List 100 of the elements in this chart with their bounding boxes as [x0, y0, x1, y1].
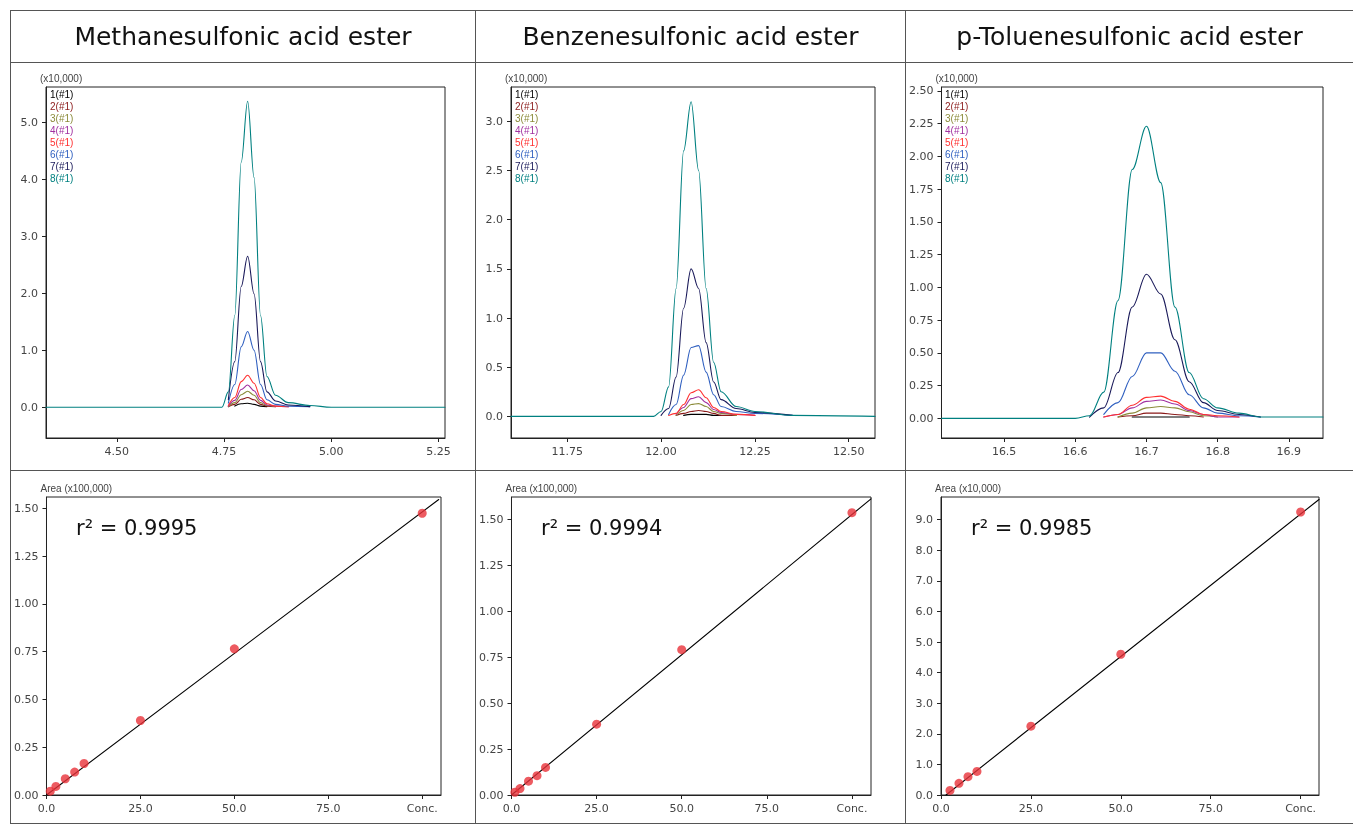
text: 5(#1) — [945, 136, 969, 148]
y-axis-title: Area (x100,000) — [505, 482, 578, 494]
y-tick-label: 2.25 — [908, 117, 934, 131]
chart-title: p-Toluenesulfonic acid ester — [906, 11, 1353, 63]
point — [677, 645, 687, 655]
y-tick-label: 3.0 — [20, 229, 38, 243]
text: 7(#1) — [515, 160, 539, 172]
text: 3(#1) — [945, 112, 969, 124]
annotation: r² = 0.9995 — [76, 515, 198, 540]
point — [592, 719, 602, 729]
line-series — [45, 100, 446, 408]
y-tick-label: 1.25 — [908, 248, 934, 262]
x-tick-label: 16.5 — [991, 445, 1017, 458]
text: 6(#1) — [945, 148, 969, 160]
text: 6(#1) — [515, 148, 539, 160]
y-tick-label: 2.0 — [915, 727, 933, 741]
text: 8(#1) — [50, 172, 74, 184]
y-tick-label: 1.25 — [478, 558, 504, 572]
y-tick-label: 0.50 — [908, 346, 934, 360]
y-tick-label: 2.0 — [485, 213, 503, 227]
x-tick-label: 4.75 — [211, 445, 237, 458]
line-series — [227, 255, 311, 408]
point — [532, 771, 542, 781]
text: 5(#1) — [50, 136, 74, 148]
y-tick-label: 0.00 — [478, 788, 504, 802]
x-tick-label: 4.50 — [104, 445, 130, 458]
line-series — [675, 403, 737, 416]
y-axis-title: (x10,000) — [40, 72, 83, 84]
point — [524, 776, 534, 786]
line-series — [510, 101, 876, 417]
x-tick-label: 75.0 — [754, 802, 780, 815]
x-tick-label: 25.0 — [584, 802, 609, 815]
x-tick-label: 50.0 — [669, 802, 694, 815]
x-tick-label: 12.00 — [645, 445, 677, 458]
point — [515, 784, 525, 794]
y-tick-label: 1.50 — [13, 501, 39, 515]
chart-title: Methanesulfonic acid ester — [11, 11, 475, 63]
y-tick-label: 2.5 — [485, 164, 503, 178]
x-tick-label: 0.0 — [502, 802, 521, 815]
x-tick-label: Conc. — [1285, 802, 1317, 815]
x-tick-label: 5.25 — [426, 445, 451, 458]
y-tick-label: 0.0 — [20, 400, 38, 414]
point — [963, 772, 973, 782]
x-tick-label: 12.25 — [739, 445, 771, 458]
y-tick-label: 0.25 — [478, 742, 504, 756]
text: 8(#1) — [515, 172, 539, 184]
y-tick-label: 1.75 — [908, 182, 934, 196]
y-tick-label: 1.00 — [908, 280, 934, 294]
text: 1(#1) — [50, 88, 74, 100]
point — [847, 508, 857, 518]
y-tick-label: 0.0 — [485, 409, 503, 423]
x-tick-label: 25.0 — [128, 802, 153, 815]
y-axis-title: Area (x100,000) — [40, 482, 113, 494]
text: 3(#1) — [515, 112, 539, 124]
y-tick-label: 1.25 — [13, 549, 39, 563]
point — [45, 786, 55, 796]
y-tick-label: 1.00 — [13, 597, 39, 611]
point — [51, 781, 61, 791]
point — [60, 774, 70, 784]
text: 1(#1) — [515, 88, 539, 100]
y-tick-label: 1.0 — [485, 311, 503, 325]
y-tick-label: 0.00 — [13, 788, 39, 802]
y-tick-label: 0.0 — [915, 788, 933, 802]
annotation: r² = 0.9994 — [541, 515, 663, 540]
point — [945, 785, 955, 795]
line-series — [660, 268, 793, 416]
point — [1296, 507, 1306, 517]
point — [135, 716, 145, 725]
y-tick-label: 4.0 — [915, 666, 933, 680]
point — [417, 508, 427, 518]
x-tick-label: 12.50 — [832, 445, 865, 458]
point — [229, 644, 239, 654]
text: 3(#1) — [50, 112, 74, 124]
y-tick-label: 0.50 — [13, 692, 39, 706]
line-series — [940, 125, 1324, 419]
text: 1(#1) — [945, 88, 969, 100]
point — [541, 762, 551, 772]
text: 5(#1) — [515, 136, 539, 148]
x-tick-label: 75.0 — [1198, 802, 1223, 815]
text: 8(#1) — [945, 172, 969, 184]
x-tick-label: 16.9 — [1276, 445, 1302, 458]
x-tick-label: 50.0 — [222, 802, 247, 815]
y-tick-label: 0.5 — [485, 360, 503, 374]
y-tick-label: 1.00 — [478, 604, 504, 618]
text: 4(#1) — [50, 124, 74, 136]
point — [972, 766, 982, 776]
y-tick-label: 4.0 — [20, 172, 38, 186]
text: 2(#1) — [50, 100, 74, 112]
point — [954, 778, 964, 788]
x-tick-label: 16.8 — [1205, 445, 1230, 458]
x-tick-label: 50.0 — [1108, 802, 1134, 815]
text: 2(#1) — [515, 100, 539, 112]
y-axis-title: (x10,000) — [935, 72, 978, 84]
y-tick-label: 3.0 — [915, 696, 933, 710]
y-axis-title: (x10,000) — [505, 72, 548, 84]
y-tick-label: 2.50 — [908, 84, 934, 98]
x-tick-label: 0.0 — [37, 802, 56, 815]
x-tick-label: Conc. — [406, 802, 438, 815]
y-tick-label: 0.75 — [478, 650, 504, 664]
text: 4(#1) — [515, 124, 539, 136]
